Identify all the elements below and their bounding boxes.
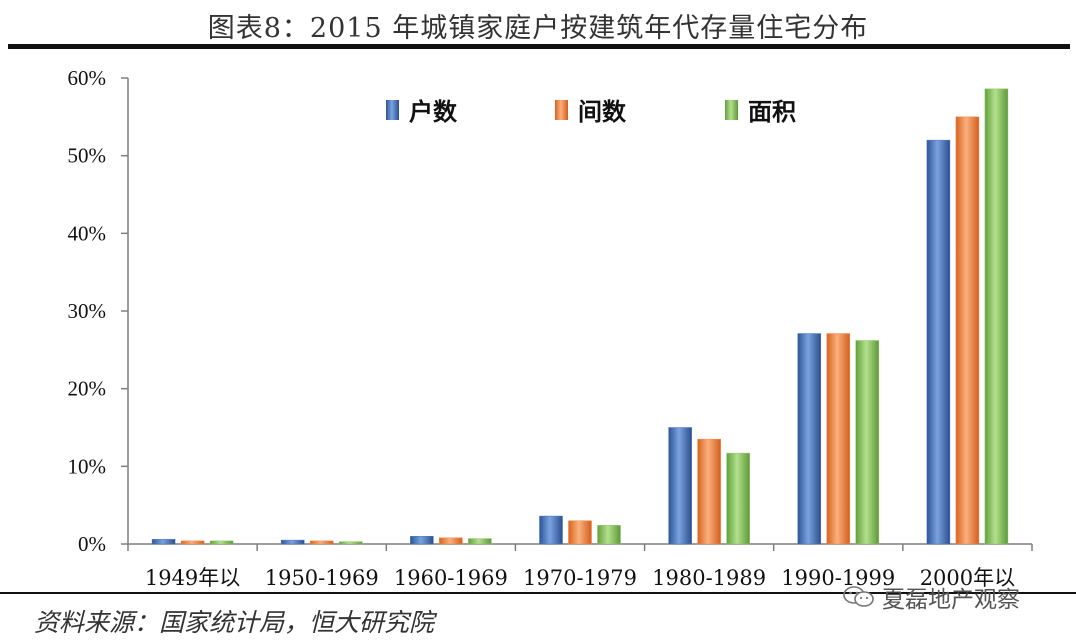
wechat-icon <box>843 586 874 607</box>
title-divider <box>8 44 1070 49</box>
bar-面积-1990-1999 <box>855 340 880 545</box>
bar-户数-1970-1979 <box>539 515 563 545</box>
chart-bars <box>151 88 1009 545</box>
bar-chart: 户数 间数 面积 0% 10% 20% 30% 40% 50% 60% 1949年以 1950-19… <box>68 66 1033 590</box>
x-tick-label: 1950-1969 <box>265 566 379 590</box>
y-tick-label: 50% <box>68 144 107 168</box>
bar-间数-1990-1999 <box>826 333 851 545</box>
y-tick-label: 10% <box>68 454 107 478</box>
y-tick-label: 60% <box>68 66 107 90</box>
bar-间数-1970-1979 <box>568 520 592 545</box>
bar-面积-1950-1969 <box>338 541 363 545</box>
bar-面积-2000年以 <box>984 88 1009 545</box>
watermark: 夏磊地产观察 <box>842 580 1020 614</box>
chart-legend: 户数 间数 面积 <box>386 98 796 126</box>
bar-面积-1970-1979 <box>597 525 621 545</box>
y-tick-label: 20% <box>68 377 107 401</box>
y-tick-label: 0% <box>78 532 106 556</box>
bar-面积-1949年以 <box>209 540 234 545</box>
legend-label-面积: 面积 <box>748 98 796 126</box>
x-tick-label: 1980-1989 <box>652 566 766 590</box>
bar-间数-1950-1969 <box>309 540 334 545</box>
bar-间数-1960-1969 <box>439 537 463 545</box>
legend-swatch-间数 <box>555 100 568 120</box>
bar-户数-1990-1999 <box>797 333 822 545</box>
legend-swatch-面积 <box>725 100 738 120</box>
x-tick-label: 2000年以 <box>920 566 1015 590</box>
chart-tick-labels: 0% 10% 20% 30% 40% 50% 60% 1949年以 1950-1969 1960-… <box>68 66 1016 590</box>
legend-label-户数: 户数 <box>409 98 458 126</box>
x-tick-label: 1970-1979 <box>523 566 637 590</box>
bar-户数-1960-1969 <box>410 535 434 545</box>
bar-面积-1980-1989 <box>726 452 750 545</box>
source-note: 资料来源：国家统计局，恒大研究院 <box>34 608 435 637</box>
x-tick-label: 1960-1969 <box>394 566 508 590</box>
x-tick-label: 1990-1999 <box>781 566 895 590</box>
bar-户数-1949年以 <box>151 539 176 545</box>
bar-户数-1950-1969 <box>280 539 305 545</box>
bar-户数-1980-1989 <box>668 427 692 545</box>
chart-axes <box>121 77 1033 551</box>
y-tick-label: 40% <box>68 221 107 245</box>
footer-divider <box>0 592 1076 594</box>
bar-面积-1960-1969 <box>468 538 492 545</box>
y-tick-label: 30% <box>68 299 107 323</box>
bar-间数-1949年以 <box>180 540 205 545</box>
bar-户数-2000年以 <box>926 139 951 545</box>
watermark-text: 夏磊地产观察 <box>882 587 1020 613</box>
bar-间数-2000年以 <box>955 116 980 545</box>
bar-间数-1980-1989 <box>697 438 721 545</box>
x-tick-label: 1949年以 <box>145 566 240 590</box>
legend-label-间数: 间数 <box>578 98 627 126</box>
legend-swatch-户数 <box>386 100 399 120</box>
chart-title: 图表8：2015 年城镇家庭户按建筑年代存量住宅分布 <box>207 13 869 44</box>
